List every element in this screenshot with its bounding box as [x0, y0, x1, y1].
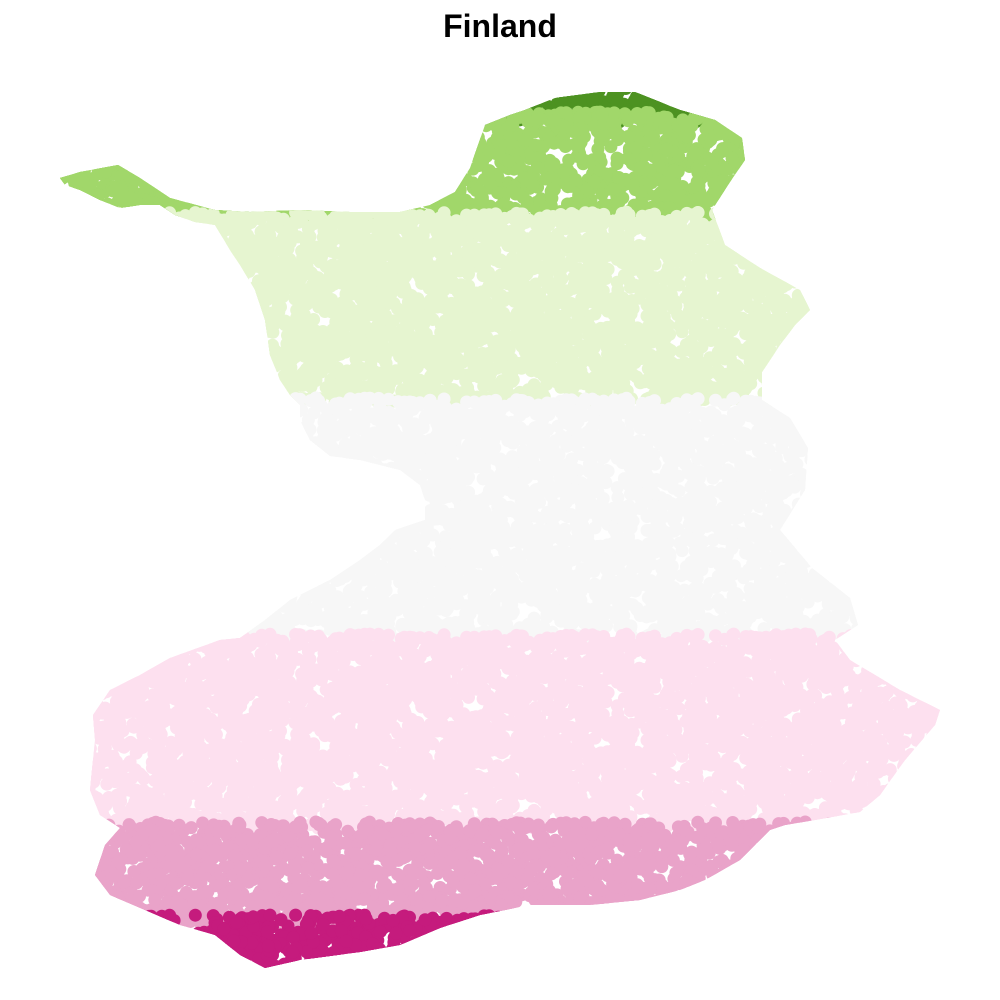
band-6-south: [60, 815, 940, 932]
band-7-south-coast: [60, 908, 940, 968]
band-3-upper-middle: [60, 205, 940, 409]
map-title: Finland: [0, 8, 1000, 45]
band-4-middle: [60, 391, 940, 647]
dots-layer: [60, 92, 940, 968]
band-5-lower-middle: [60, 627, 940, 835]
band-2-north: [60, 105, 940, 225]
